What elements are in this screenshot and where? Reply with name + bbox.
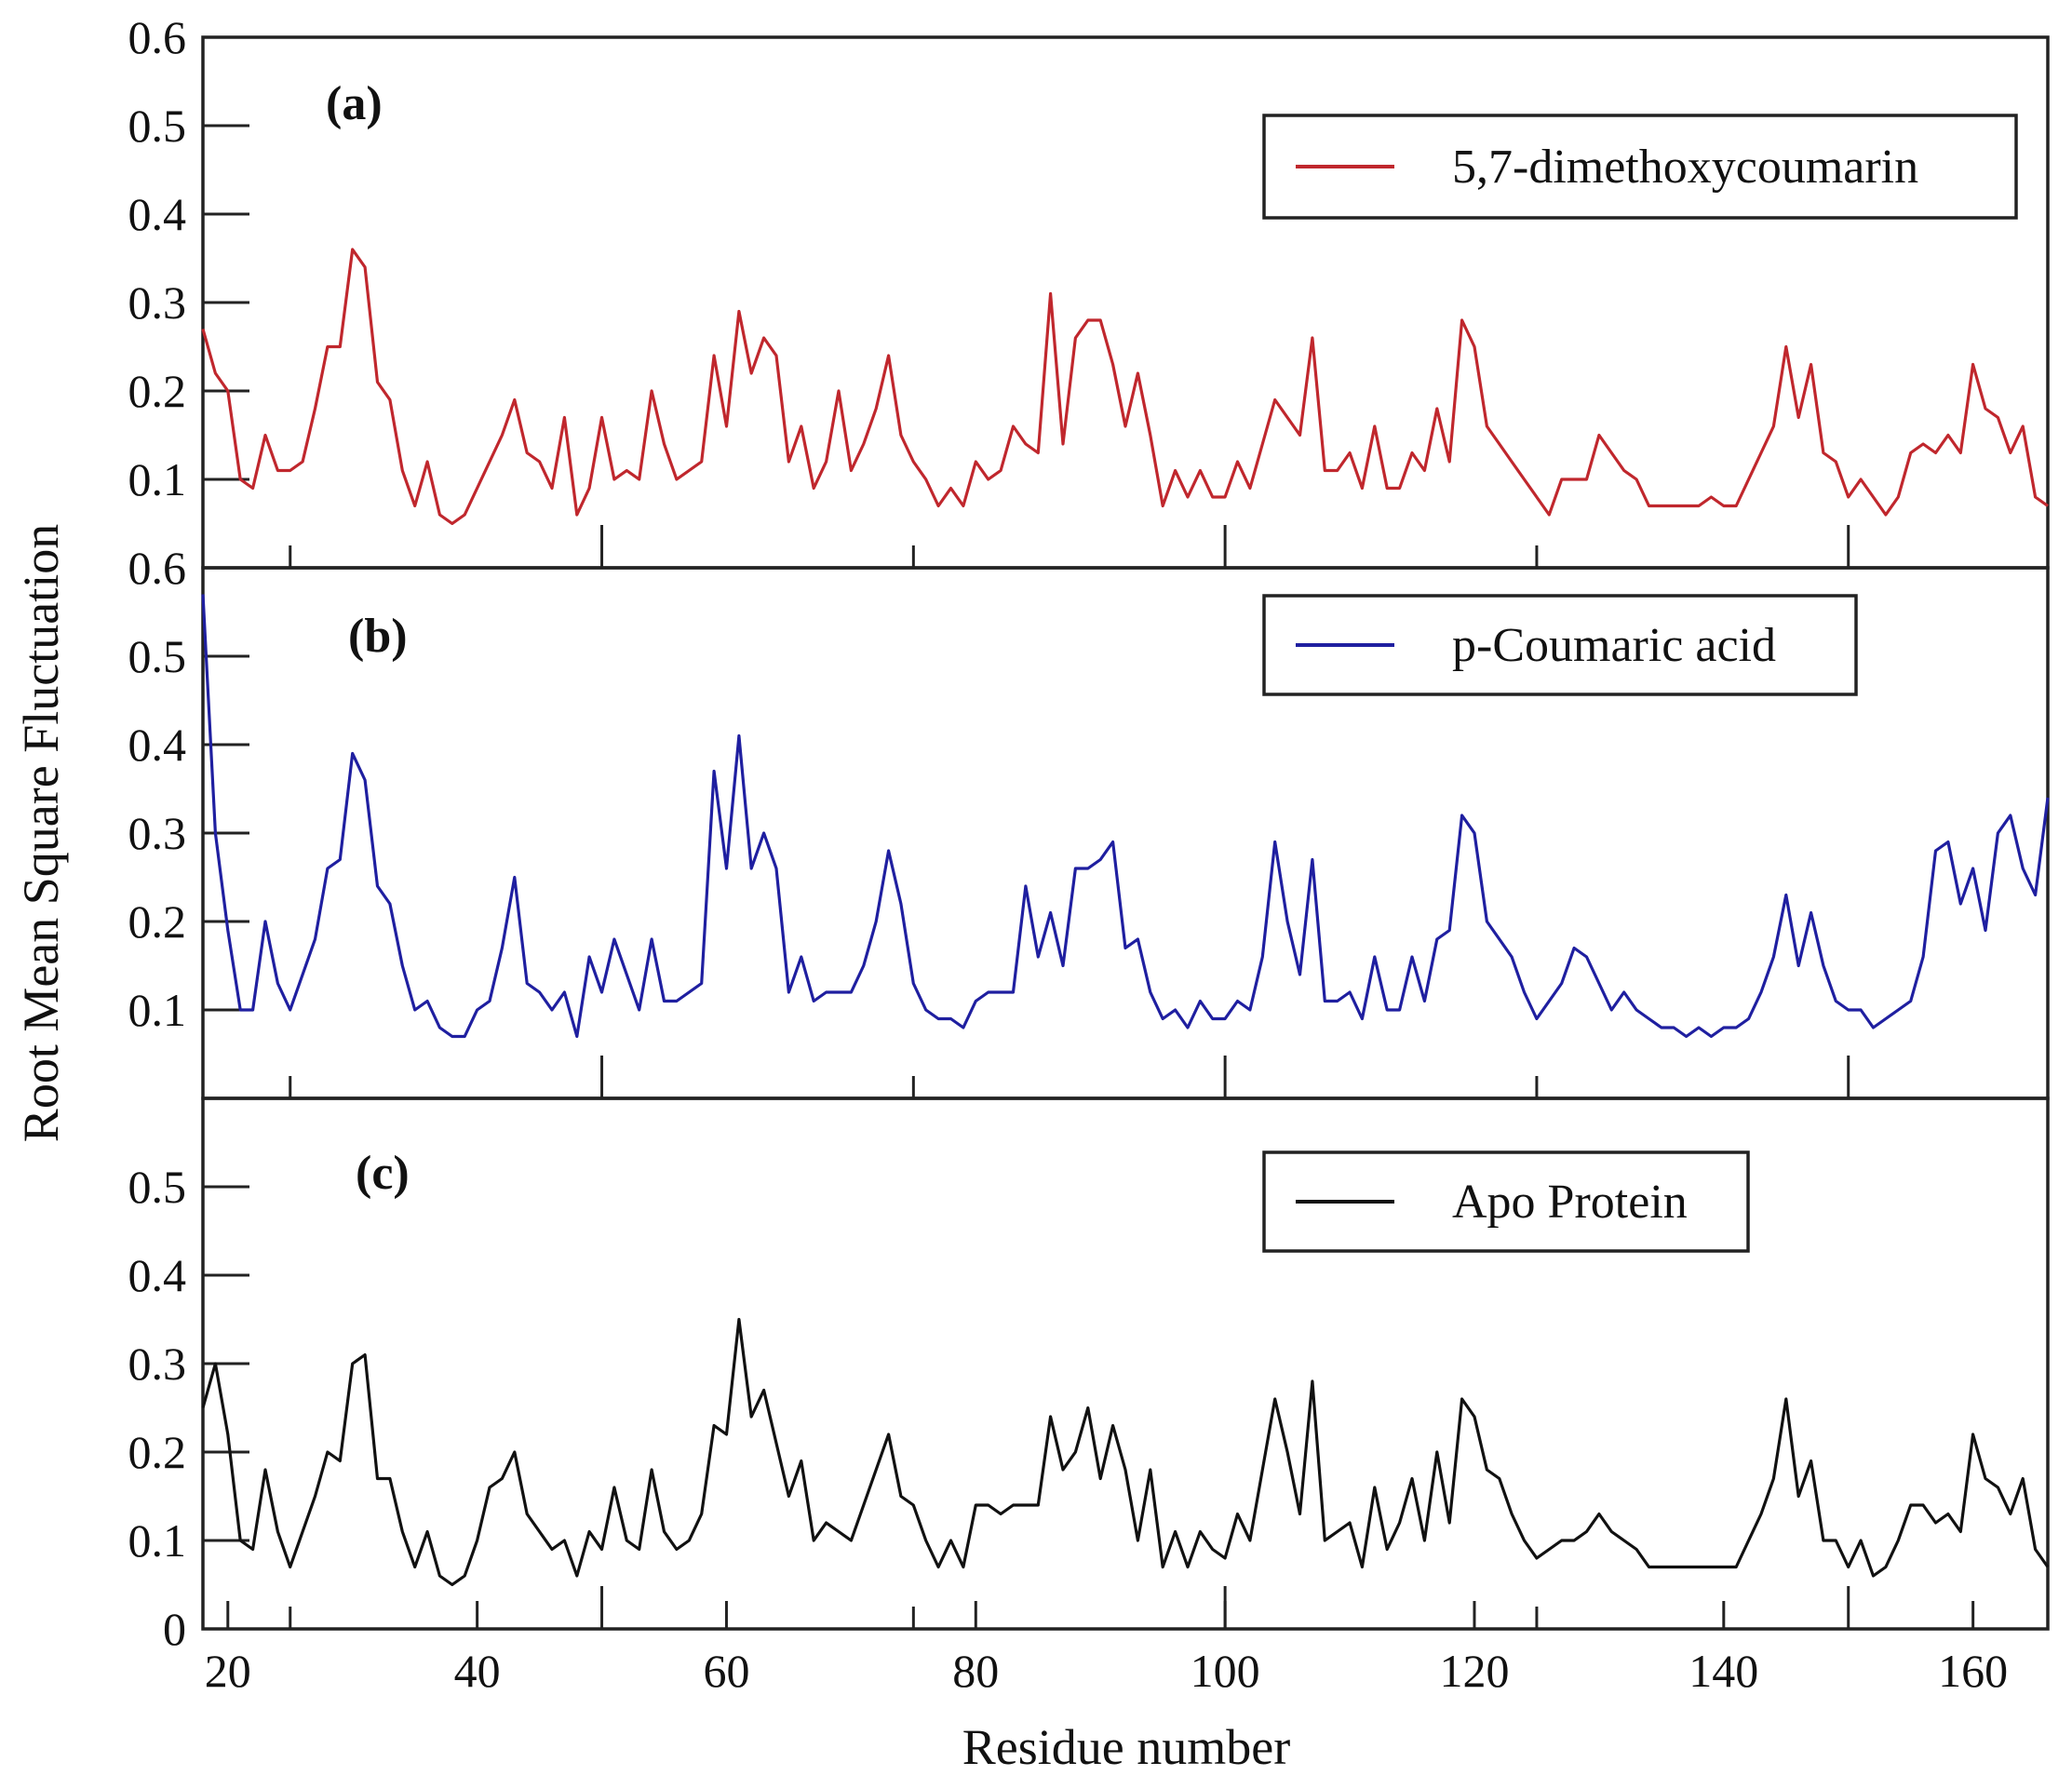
y-axis-title: Root Mean Square Fluctuation — [13, 524, 69, 1142]
x-tick-label: 100 — [1191, 1645, 1260, 1697]
x-tick-label: 120 — [1439, 1645, 1509, 1697]
y-tick-label: 0.6 — [128, 542, 187, 594]
legend: 5,7-dimethoxycoumarin — [1262, 114, 2018, 220]
x-tick-label: 80 — [952, 1645, 999, 1697]
panel-b: 0.1 0.2 0.3 0.4 0.5 0.6 (b) p-Coumaric acid — [128, 542, 2050, 1100]
x-axis: 20 40 60 80 100 120 140 160 — [205, 1601, 2008, 1697]
y-tick-label: 0.1 — [128, 984, 187, 1036]
x-axis-title: Residue number — [962, 1719, 1290, 1775]
legend: p-Coumaric acid — [1262, 594, 1858, 696]
y-tick-label: 0.2 — [128, 895, 187, 948]
y-tick-label: 0.5 — [128, 630, 187, 682]
y-tick-label: 0.4 — [128, 188, 187, 240]
y-tick-label: 0.6 — [128, 11, 187, 63]
panels-layer: 0.1 0.2 0.3 0.4 0.5 0.6 (a) 5,7-dimethoxycoumar… — [128, 11, 2050, 1655]
x-tick-label: 160 — [1938, 1645, 2008, 1697]
panel-label: (c) — [356, 1147, 410, 1200]
panel-c: 0 0.1 0.2 0.3 0.4 0.5 (c) Apo Protein — [128, 1096, 2050, 1655]
series-line-1 — [201, 594, 2050, 1039]
y-tick-label: 0.1 — [128, 1514, 187, 1567]
y-tick-label: 0.4 — [128, 719, 187, 771]
x-tick-label: 40 — [454, 1645, 501, 1697]
y-tick-label: 0.5 — [128, 100, 187, 152]
panel-label: (a) — [326, 77, 383, 130]
y-tick-label: 0.3 — [128, 807, 187, 859]
y-tick-label: 0.4 — [128, 1249, 187, 1301]
y-tick-label: 0.3 — [128, 1338, 187, 1390]
y-tick-label: 0.2 — [128, 365, 187, 417]
y-tick-label: 0.5 — [128, 1161, 187, 1213]
panel-label: (b) — [348, 610, 408, 663]
y-tick-label: 0.1 — [128, 453, 187, 505]
series-line-2 — [201, 1317, 2050, 1587]
series-line-0 — [201, 248, 2049, 526]
legend-label: p-Coumaric acid — [1452, 619, 1776, 672]
legend: Apo Protein — [1262, 1150, 1750, 1253]
legend-label: Apo Protein — [1452, 1176, 1688, 1229]
y-tick-label: 0.2 — [128, 1426, 187, 1478]
legend-label: 5,7-dimethoxycoumarin — [1452, 141, 1918, 194]
y-tick-label: 0.3 — [128, 276, 187, 329]
x-tick-label: 20 — [205, 1645, 251, 1697]
panel-a: 0.1 0.2 0.3 0.4 0.5 0.6 (a) 5,7-dimethoxycoumar… — [128, 11, 2050, 570]
x-tick-label: 60 — [703, 1645, 749, 1697]
x-tick-label: 140 — [1689, 1645, 1758, 1697]
panel-frame — [201, 1096, 2050, 1631]
y-tick-label: 0 — [163, 1603, 186, 1655]
